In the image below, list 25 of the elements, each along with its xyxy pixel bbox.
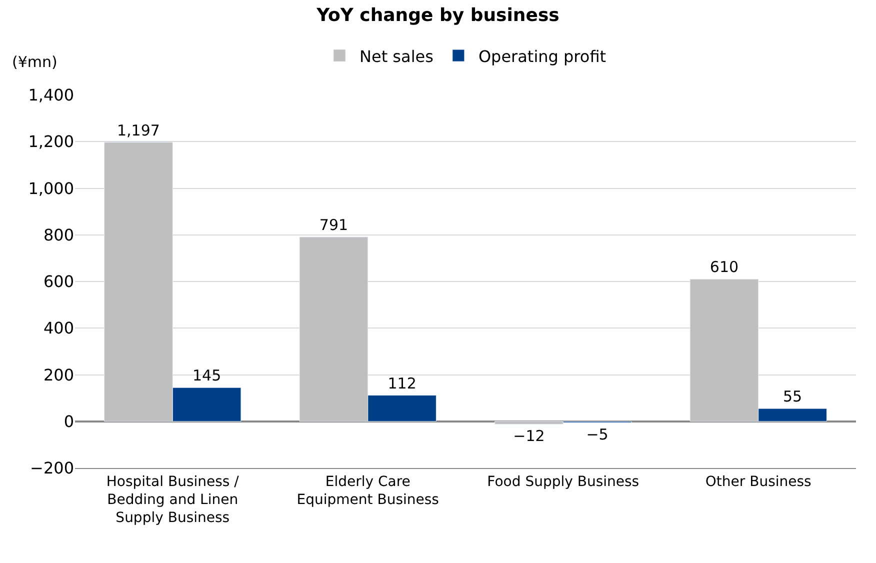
data-label: 145 bbox=[192, 366, 222, 385]
data-label: 610 bbox=[710, 258, 739, 276]
chart-title: YoY change by business bbox=[316, 5, 560, 26]
y-tick-label: −200 bbox=[30, 458, 74, 478]
x-tick-label: Food Supply Business bbox=[487, 474, 640, 490]
x-tick-label: Hospital Business / Bedding and Linen Supply Business bbox=[106, 474, 240, 526]
y-axis-title: (¥mn) bbox=[12, 53, 58, 71]
y-tick-label: 800 bbox=[43, 225, 74, 244]
y-tick-label: 1,200 bbox=[28, 132, 74, 152]
legend-label: Operating profit bbox=[478, 46, 606, 66]
y-tick-label: 400 bbox=[43, 318, 74, 338]
y-tick-label: 1,400 bbox=[28, 86, 74, 105]
data-label: 112 bbox=[388, 374, 416, 392]
y-tick-label: 600 bbox=[43, 272, 74, 292]
data-label: 791 bbox=[319, 216, 348, 234]
y-tick-label: 200 bbox=[43, 365, 74, 384]
legend-label: Net sales bbox=[360, 46, 434, 66]
y-tick-label: 0 bbox=[64, 412, 74, 431]
y-tick-label: 1,000 bbox=[28, 178, 74, 198]
x-tick-label: Other Business bbox=[705, 474, 812, 490]
data-label: 1,197 bbox=[116, 121, 160, 140]
data-label: −5 bbox=[586, 426, 608, 444]
data-label: 55 bbox=[783, 388, 802, 406]
data-label: −12 bbox=[513, 427, 545, 446]
x-tick-label: Elderly Care Equipment Business bbox=[296, 474, 439, 508]
